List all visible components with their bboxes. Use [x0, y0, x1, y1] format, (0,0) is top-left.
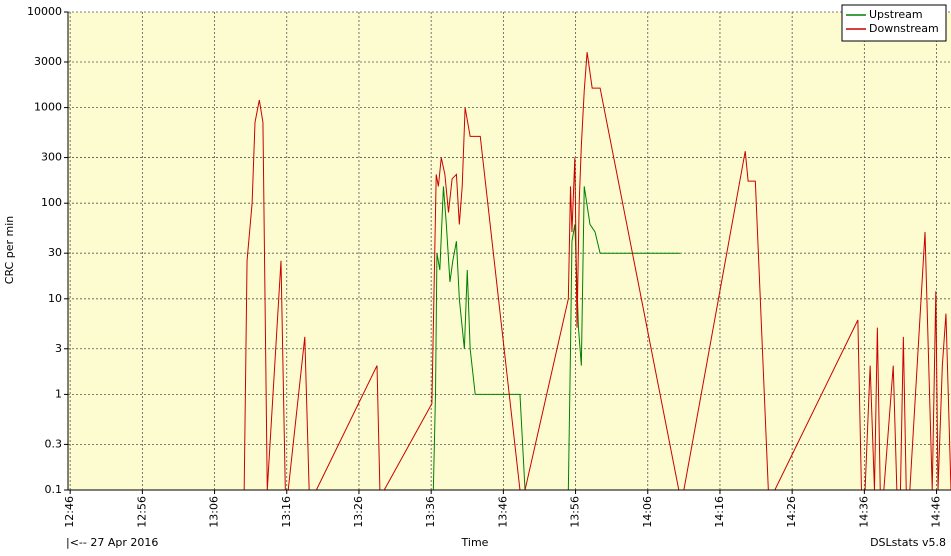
- y-tick-label: 1: [55, 387, 62, 400]
- y-tick-label: 0.3: [45, 437, 63, 450]
- date-label: |<-- 27 Apr 2016: [66, 536, 158, 549]
- x-tick-label: 14:46: [930, 496, 943, 528]
- x-tick-label: 13:36: [424, 496, 437, 528]
- x-tick-label: 13:26: [352, 496, 365, 528]
- y-tick-label: 100: [41, 196, 62, 209]
- x-tick-label: 13:06: [208, 496, 221, 528]
- plot-area: [68, 12, 951, 490]
- x-tick-label: 14:06: [641, 496, 654, 528]
- x-tick-label: 13:16: [280, 496, 293, 528]
- y-tick-label: 30: [48, 246, 62, 259]
- y-tick-label: 10000: [27, 5, 62, 18]
- legend-label: Upstream: [869, 8, 923, 21]
- x-tick-label: 14:26: [785, 496, 798, 528]
- y-tick-label: 10: [48, 292, 62, 305]
- x-tick-label: 14:36: [857, 496, 870, 528]
- y-tick-label: 0.1: [45, 483, 63, 496]
- footer: DSLstats v5.8: [870, 536, 946, 549]
- x-tick-label: 14:16: [713, 496, 726, 528]
- series-line: [432, 186, 681, 490]
- y-tick-label: 300: [41, 151, 62, 164]
- x-tick-label: 12:56: [135, 496, 148, 528]
- x-tick-label: 13:46: [496, 496, 509, 528]
- series-line: [243, 52, 951, 490]
- x-tick-label: 12:46: [63, 496, 76, 528]
- x-axis-title: Time: [461, 536, 489, 549]
- legend-label: Downstream: [869, 22, 939, 35]
- y-tick-label: 1000: [34, 101, 62, 114]
- y-axis-title: CRC per min: [3, 216, 16, 284]
- y-tick-label: 3: [55, 342, 62, 355]
- legend-box: [841, 4, 947, 42]
- y-tick-label: 3000: [34, 55, 62, 68]
- x-tick-label: 13:56: [569, 496, 582, 528]
